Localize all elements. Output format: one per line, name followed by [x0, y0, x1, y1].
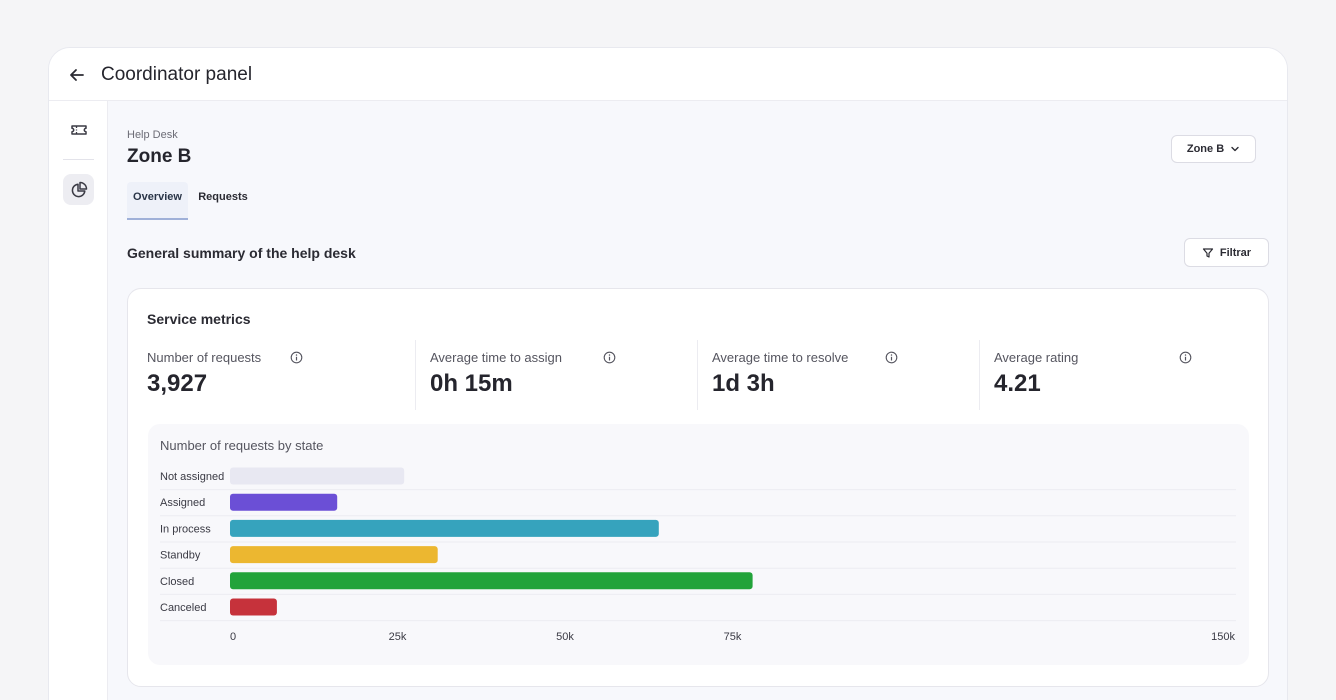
app-title: Coordinator panel [101, 64, 253, 85]
x-tick-label: 75k [724, 631, 742, 643]
sidebar-divider [63, 159, 94, 160]
info-icon[interactable] [290, 351, 303, 364]
info-icon[interactable] [1179, 351, 1192, 364]
bar-assigned [230, 493, 338, 511]
metric-value: 3,927 [147, 370, 208, 397]
metric-label: Average time to resolve [712, 350, 849, 365]
bar-label-in-process: In process [160, 523, 211, 535]
back-arrow-icon[interactable] [67, 65, 87, 85]
x-tick-label: 25k [389, 631, 407, 643]
coordinator-panel-window: Coordinator panel Help Desk Zone B Zone … [48, 47, 1288, 700]
ticket-icon [70, 124, 87, 135]
metric-value: 1d 3h [712, 370, 775, 397]
zone-select-value: Zone B [1186, 143, 1225, 155]
zone-select[interactable]: Zone B [1171, 135, 1256, 163]
metric-label: Number of requests [147, 350, 262, 365]
title-bar: Coordinator panel [49, 48, 1287, 101]
x-tick-label: 50k [556, 631, 574, 643]
filter-icon [1202, 247, 1214, 258]
section-title: General summary of the help desk [127, 245, 356, 261]
metric-time-to-assign: Average time to assign 0h 15m [415, 340, 697, 410]
bar-label-closed: Closed [160, 576, 194, 588]
metric-value: 4.21 [994, 370, 1041, 397]
bar-label-standby: Standby [160, 550, 201, 562]
tab-overview[interactable]: Overview [127, 182, 188, 220]
x-tick-label: 150k [1211, 631, 1235, 643]
metric-value: 0h 15m [430, 370, 513, 397]
bar-canceled [230, 598, 277, 616]
metric-time-to-resolve: Average time to resolve 1d 3h [697, 340, 979, 410]
metric-label: Average time to assign [430, 350, 562, 365]
sidebar [49, 101, 108, 700]
service-metrics-card: Service metrics Number of requests 3,927… [127, 288, 1269, 687]
bar-label-not-assigned: Not assigned [160, 471, 224, 483]
metric-number-of-requests: Number of requests 3,927 [147, 340, 429, 410]
breadcrumb: Help Desk [127, 129, 178, 141]
x-tick-label: 0 [230, 631, 236, 643]
info-icon[interactable] [603, 351, 616, 364]
sidebar-item-dashboard[interactable] [63, 174, 94, 205]
metric-average-rating: Average rating 4.21 [979, 340, 1261, 410]
bar-closed [230, 572, 753, 590]
bar-in-process [230, 519, 659, 537]
info-icon[interactable] [885, 351, 898, 364]
filter-label: Filtrar [1219, 246, 1252, 259]
chevron-down-icon [1231, 146, 1239, 152]
sidebar-item-tickets[interactable] [63, 114, 94, 145]
tab-requests[interactable]: Requests [198, 191, 248, 203]
card-title: Service metrics [147, 311, 251, 327]
bar-label-assigned: Assigned [160, 497, 205, 509]
page-title: Zone B [127, 146, 192, 167]
chart-title: Number of requests by state [160, 438, 324, 453]
metric-label: Average rating [994, 350, 1079, 365]
requests-by-state-chart: Number of requests by state Not assigned… [148, 424, 1249, 665]
bar-standby [230, 546, 438, 564]
bar-not-assigned [230, 467, 405, 485]
pie-chart-icon [71, 181, 87, 197]
bar-chart-svg: Not assigned Assigned In process Standby Clo… [160, 467, 1236, 643]
bar-label-canceled: Canceled [160, 602, 206, 614]
filter-button[interactable]: Filtrar [1184, 238, 1269, 267]
